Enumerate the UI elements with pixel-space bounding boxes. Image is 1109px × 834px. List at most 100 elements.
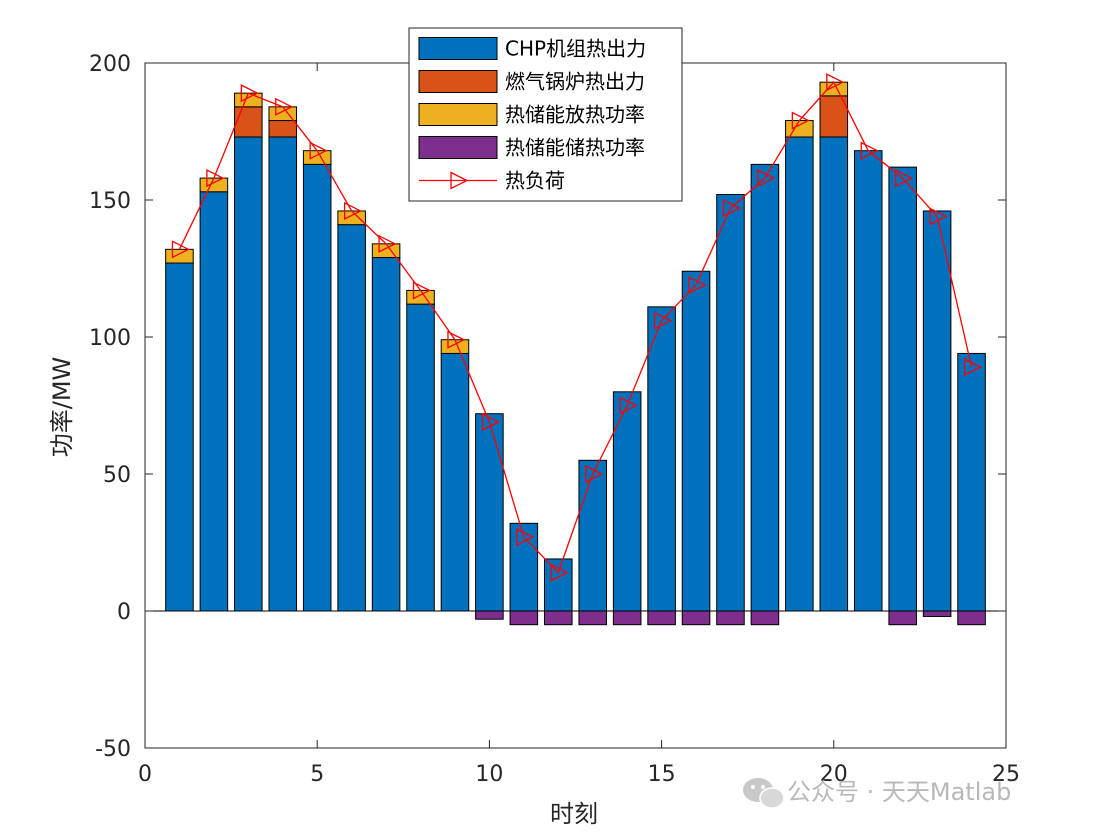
bar-segment-4-x12	[544, 610, 573, 626]
line-marker-x2	[206, 169, 225, 188]
line-marker-x7	[378, 234, 397, 253]
line-marker-x8	[412, 281, 431, 300]
plot-area	[145, 73, 1006, 626]
bar-segment-4-x16	[681, 610, 711, 626]
legend-label-1: CHP机组热出力	[505, 37, 646, 61]
bar-segment-2-x4	[268, 120, 298, 138]
y-tick-label: 0	[117, 600, 131, 625]
bar-segment-1-x1	[165, 262, 194, 612]
bar-segment-3-x19	[785, 120, 814, 138]
legend-swatch-4	[418, 136, 498, 159]
bar-segment-1-x2	[199, 191, 229, 612]
axes: 0 5 10 15 20 25 -50 0 50 100 150 200	[89, 52, 1020, 787]
bar-segment-1-x15	[647, 306, 676, 612]
bar-segment-1-x17	[716, 194, 745, 612]
line-marker-x1	[171, 240, 190, 259]
y-tick-label: 150	[89, 189, 131, 214]
line-marker-x17	[722, 199, 741, 218]
bar-segment-3-x1	[165, 248, 194, 264]
bar-segment-3-x3	[234, 92, 263, 108]
bar-segment-1-x13	[578, 459, 607, 612]
y-tick-label: 50	[103, 463, 131, 488]
legend-swatch-3	[418, 103, 498, 126]
bar-segment-4-x17	[716, 610, 745, 626]
line-marker-x3	[240, 84, 259, 103]
wechat-icon	[743, 778, 785, 809]
bar-segment-1-x20	[819, 136, 849, 612]
line-marker-x22	[895, 169, 914, 188]
bar-segment-1-x4	[268, 136, 298, 612]
x-tick-label: 0	[138, 762, 152, 787]
bar-segment-1-x23	[922, 210, 952, 612]
legend-label-2: 燃气锅炉热出力	[505, 70, 645, 94]
bar-segment-1-x19	[785, 136, 814, 612]
x-tick-label: 25	[992, 762, 1020, 787]
bar-segment-1-x10	[475, 413, 504, 612]
line-marker-x24	[963, 358, 983, 377]
line-marker-x16	[688, 275, 707, 294]
legend-label-3: 热储能放热功率	[505, 103, 645, 127]
bar-segment-1-x18	[750, 163, 780, 612]
line-marker-x23	[929, 207, 948, 226]
watermark: 公众号 · 天天Matlab	[743, 778, 1011, 809]
bar-segment-3-x5	[302, 150, 332, 165]
bar-segment-1-x22	[888, 166, 917, 612]
line-marker-x9	[447, 330, 466, 349]
x-tick-label: 15	[648, 762, 676, 787]
line-marker-x15	[653, 311, 673, 330]
bar-segment-3-x9	[440, 339, 470, 354]
bar-segment-1-x3	[234, 136, 263, 612]
bar-segment-3-x7	[371, 243, 401, 259]
y-axis-label: 功率/MW	[48, 357, 76, 458]
bar-segment-3-x6	[337, 210, 366, 226]
bar-segment-4-x18	[750, 610, 780, 626]
bar-segment-4-x14	[612, 610, 642, 626]
line-marker-x12	[550, 563, 569, 582]
line-marker-x10	[481, 412, 500, 431]
line-marker-x14	[619, 396, 638, 415]
bar-segment-4-x23	[922, 610, 952, 617]
line-marker-x20	[826, 73, 845, 92]
line-marker-x21	[860, 141, 879, 160]
bar-segment-2-x3	[234, 106, 263, 138]
x-tick-label: 10	[475, 762, 503, 787]
bar-segment-1-x8	[406, 303, 435, 612]
x-tick-label: 5	[310, 762, 324, 787]
line-marker-x5	[309, 141, 328, 160]
bar-segment-4-x22	[888, 610, 917, 626]
bar-segment-4-x10	[475, 610, 504, 620]
legend-swatch-1	[418, 37, 498, 60]
y-tick-label: 200	[89, 52, 131, 77]
bar-segment-3-x2	[199, 177, 229, 193]
bar-segment-1-x21	[853, 150, 883, 612]
bar-segment-1-x6	[337, 224, 366, 612]
y-tick-label: 100	[89, 326, 131, 351]
bar-segment-1-x12	[544, 558, 573, 612]
line-marker-x4	[275, 97, 294, 116]
bar-segment-4-x24	[957, 610, 986, 626]
bar-segment-3-x8	[406, 289, 435, 305]
line-marker-x13	[585, 464, 604, 484]
x-axis-label: 时刻	[550, 800, 598, 828]
legend-label-5: 热负荷	[505, 169, 565, 193]
bar-segment-1-x9	[440, 352, 470, 612]
watermark-text: 公众号 · 天天Matlab	[787, 778, 1011, 806]
line-marker-x6	[343, 201, 363, 221]
bar-segment-4-x13	[578, 610, 607, 626]
legend-swatch-marker	[450, 171, 469, 190]
bar-segment-1-x5	[302, 163, 332, 612]
bar-segment-1-x24	[957, 352, 986, 612]
bar-segment-4-x15	[647, 610, 676, 626]
line-marker-x18	[757, 169, 776, 188]
bar-segment-4-x11	[509, 610, 539, 626]
x-tick-label: 20	[820, 762, 848, 787]
line-marker-x11	[516, 527, 535, 547]
y-tick-label: -50	[95, 737, 131, 762]
line-marker-x19	[791, 111, 810, 130]
legend-label-4: 热储能储热功率	[505, 136, 645, 160]
bar-segment-1-x7	[371, 257, 401, 612]
legend-swatch-2	[418, 70, 498, 93]
bar-segment-1-x16	[681, 270, 711, 612]
